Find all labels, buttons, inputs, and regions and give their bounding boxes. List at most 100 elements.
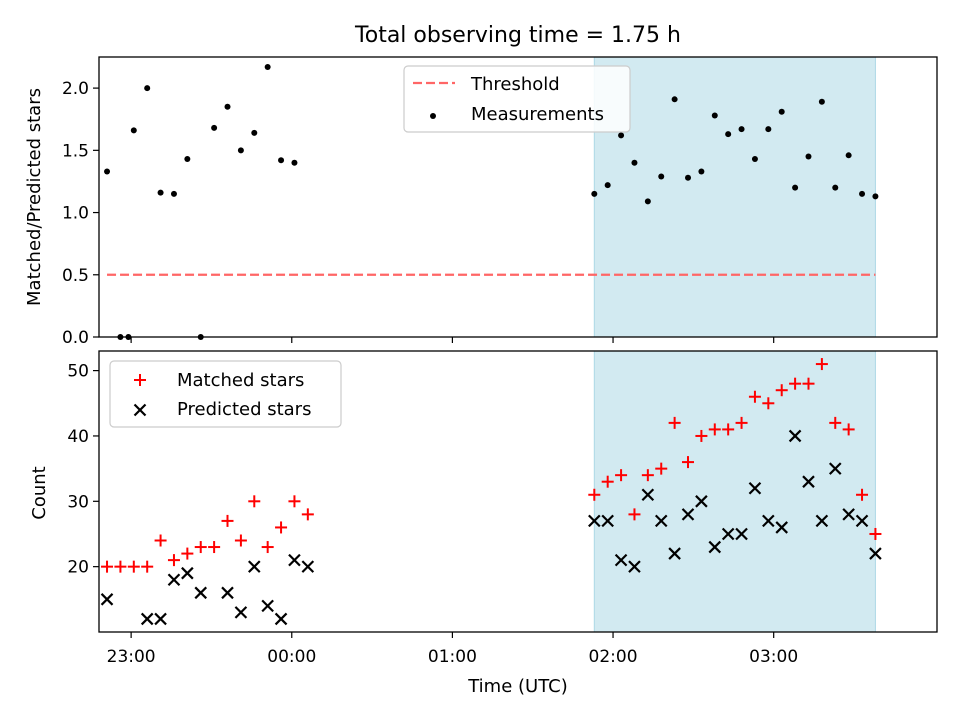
bottom-matched-star-point xyxy=(114,560,127,573)
x-marker-b xyxy=(869,547,882,560)
x-marker-b xyxy=(628,560,641,573)
top-y-tick-label: 0.5 xyxy=(62,266,89,286)
x-marker-b xyxy=(842,508,855,521)
x-marker-b xyxy=(708,540,722,554)
bottom-predicted-star-point xyxy=(601,514,614,528)
top-measurement-point xyxy=(818,98,825,105)
top-measurement-point xyxy=(832,184,839,191)
bottom-matched-star-point xyxy=(708,423,721,436)
bottom-predicted-star-point xyxy=(221,586,234,600)
x-marker-b xyxy=(248,560,261,573)
bottom-predicted-star-point xyxy=(842,508,855,521)
bottom-matched-star-point xyxy=(856,488,869,501)
bottom-matched-star-point xyxy=(194,541,207,554)
top-measurement-point xyxy=(278,157,285,164)
bottom-predicted-star-point xyxy=(274,612,288,626)
x-marker-b xyxy=(855,514,869,528)
bottom-matched-star-point xyxy=(735,416,748,429)
top-y-tick-label: 1.0 xyxy=(62,204,89,224)
top-measurement-point xyxy=(738,126,745,133)
bottom-predicted-star-point xyxy=(288,553,301,567)
bottom-matched-star-point xyxy=(655,462,668,475)
bottom-matched-star-point xyxy=(641,469,654,482)
top-y-tick-label: 1.5 xyxy=(62,141,89,161)
bottom-predicted-star-point xyxy=(167,573,181,586)
bottom-matched-star-point xyxy=(695,429,708,442)
bottom-matched-star-point xyxy=(588,488,601,501)
bottom-x-tick-label: 23:00 xyxy=(107,647,156,667)
x-marker-b xyxy=(221,586,234,600)
x-marker-b xyxy=(802,475,815,488)
x-marker-b xyxy=(588,514,601,528)
bottom-matched-star-point xyxy=(748,390,761,403)
legend-measurements-label: Measurements xyxy=(471,104,604,125)
bottom-matched-star-point xyxy=(802,377,815,390)
x-marker-b xyxy=(301,560,315,573)
x-marker-b xyxy=(614,553,628,567)
top-measurement-point xyxy=(792,184,799,191)
top-measurement-point xyxy=(224,103,231,110)
top-measurement-point xyxy=(872,193,879,200)
bottom-predicted-star-point xyxy=(802,475,815,488)
bottom-x-tick-label: 03:00 xyxy=(749,647,798,667)
bottom-predicted-star-point xyxy=(762,514,775,528)
bottom-matched-star-point xyxy=(248,495,261,508)
bottom-matched-star-point xyxy=(167,554,180,567)
top-axes-frame xyxy=(98,56,938,338)
bottom-matched-star-point xyxy=(288,495,301,508)
top-measurement-point xyxy=(765,126,772,133)
top-y-tick-label: 0.0 xyxy=(62,328,89,348)
x-marker-b xyxy=(288,553,301,567)
top-measurement-point xyxy=(130,127,137,134)
bottom-y-tick-label: 40 xyxy=(67,427,89,447)
top-y-axis-label: Matched/Predicted stars xyxy=(24,88,45,306)
bottom-predicted-star-point xyxy=(721,527,735,541)
x-marker-b xyxy=(735,527,748,541)
top-measurement-point xyxy=(104,168,111,175)
chart-title: Total observing time = 1.75 h xyxy=(354,23,681,48)
top-measurement-point xyxy=(291,159,298,166)
legend-predicted-label: Predicted stars xyxy=(177,399,311,420)
top-measurement-point xyxy=(237,147,244,154)
bottom-panel: 20 30 40 50 23:00 00:00 01:00 02:00 03:00 Matched… xyxy=(67,350,938,667)
top-measurement-point xyxy=(698,168,705,175)
top-legend: Threshold Measurements xyxy=(403,65,631,133)
top-measurement-point xyxy=(144,85,151,92)
x-marker-b xyxy=(100,593,114,606)
top-measurement-point xyxy=(211,124,218,131)
bottom-matched-star-point xyxy=(275,521,288,534)
bottom-matched-star-point xyxy=(722,423,735,436)
x-marker-b xyxy=(815,514,829,528)
top-measurement-point xyxy=(658,173,665,180)
bottom-matched-star-point xyxy=(234,534,247,547)
bottom-matched-star-point xyxy=(301,508,314,521)
bottom-predicted-star-point xyxy=(775,521,788,534)
top-measurement-point xyxy=(618,132,625,139)
bottom-predicted-star-point xyxy=(828,462,842,475)
top-measurement-point xyxy=(604,182,611,189)
bottom-y-axis-label: Count xyxy=(29,466,50,519)
bottom-predicted-star-point xyxy=(301,560,315,573)
bottom-legend: Matched stars Predicted stars xyxy=(109,360,342,428)
legend-predicted-swatch-b xyxy=(133,403,147,417)
bottom-matched-star-point xyxy=(682,456,695,469)
bottom-predicted-star-point xyxy=(248,560,261,573)
bottom-predicted-star-point xyxy=(654,514,668,528)
bottom-x-tick-label: 01:00 xyxy=(428,647,477,667)
bottom-predicted-star-point xyxy=(641,488,655,502)
bottom-predicted-star-point xyxy=(154,612,167,626)
legend-threshold-label: Threshold xyxy=(470,74,560,95)
x-marker-b xyxy=(181,566,194,580)
top-measurement-point xyxy=(805,153,812,160)
bottom-matched-star-point xyxy=(815,358,828,371)
top-measurement-point xyxy=(671,96,678,103)
bottom-predicted-star-point xyxy=(261,599,274,613)
bottom-matched-star-point xyxy=(141,560,154,573)
bottom-predicted-star-point xyxy=(628,560,641,573)
bottom-predicted-star-point xyxy=(748,481,762,495)
top-highlight-span xyxy=(593,56,876,338)
top-measurement-point xyxy=(631,159,638,166)
x-marker-b xyxy=(167,573,181,586)
top-panel: 0.0 0.5 1.0 1.5 2.0 Threshold Measurements xyxy=(62,56,938,348)
bottom-x-tick-label: 00:00 xyxy=(267,647,316,667)
